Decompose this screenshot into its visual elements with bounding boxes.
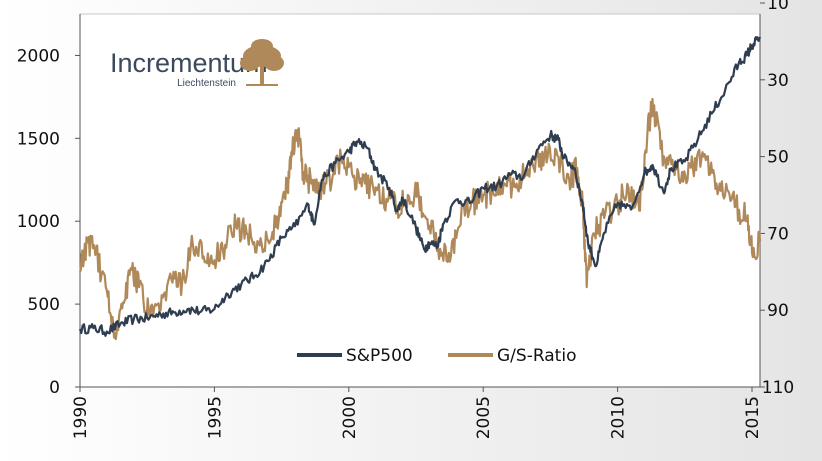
- legend: S&P500 G/S-Ratio: [297, 346, 576, 366]
- x-tick-label: 1990: [71, 396, 91, 439]
- series-line-sp500: [78, 36, 762, 337]
- x-axis: 1990 1995 2000 2005 2010 2015: [71, 386, 763, 439]
- left-y-axis: 0 500 1000 1500 2000: [17, 14, 81, 398]
- x-tick-label: 2005: [474, 396, 494, 439]
- x-tick-label: 2015: [743, 396, 763, 439]
- right-tick-label: 90: [767, 301, 789, 321]
- right-tick-label: 50: [767, 148, 789, 168]
- legend-label-sp500: S&P500: [346, 346, 413, 366]
- right-tick-label: 10: [767, 0, 789, 14]
- series-layer: [78, 36, 762, 341]
- x-tick-label: 2000: [340, 396, 360, 439]
- legend-label-gs-ratio: G/S-Ratio: [497, 346, 576, 366]
- x-tick-label: 1995: [205, 396, 225, 439]
- left-tick-label: 1500: [17, 129, 60, 149]
- left-tick-label: 2000: [17, 46, 60, 66]
- left-tick-label: 0: [49, 378, 60, 398]
- series-line-gs-ratio: [78, 97, 762, 341]
- logo: Incrementum Liechtenstein: [110, 39, 284, 89]
- logo-tree-icon: [240, 39, 284, 86]
- right-tick-label: 110: [762, 378, 794, 398]
- right-y-axis: 10 30 50 70 90 110: [759, 0, 794, 398]
- logo-subtitle: Liechtenstein: [177, 78, 236, 89]
- x-tick-label: 2010: [609, 396, 629, 439]
- right-tick-label: 30: [767, 71, 789, 91]
- right-tick-label: 70: [767, 224, 789, 244]
- left-tick-label: 1000: [17, 212, 60, 232]
- left-tick-label: 500: [28, 295, 60, 315]
